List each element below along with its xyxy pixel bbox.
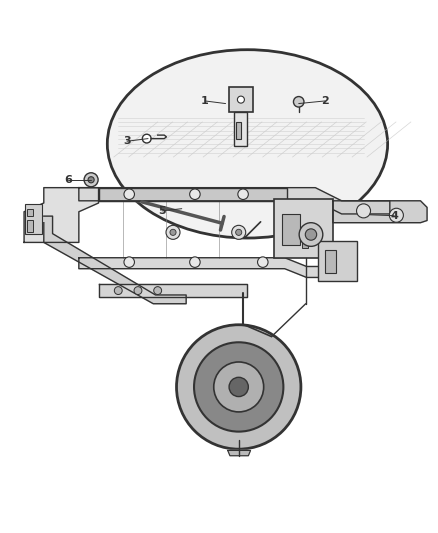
Circle shape [258, 257, 268, 268]
Bar [302, 227, 308, 237]
Bar [229, 87, 253, 112]
Circle shape [357, 204, 371, 218]
Text: 4: 4 [390, 211, 398, 221]
Polygon shape [79, 258, 333, 278]
Bar [325, 251, 336, 273]
Bar [318, 241, 357, 280]
Circle shape [114, 287, 122, 295]
Bar [236, 122, 241, 139]
Polygon shape [99, 284, 247, 297]
Circle shape [124, 189, 134, 199]
Circle shape [238, 189, 248, 199]
Bar [25, 204, 42, 233]
Circle shape [194, 342, 283, 432]
Circle shape [124, 257, 134, 268]
Text: 1: 1 [201, 96, 209, 106]
Circle shape [154, 287, 162, 295]
Circle shape [236, 229, 242, 236]
Circle shape [232, 225, 246, 239]
Circle shape [190, 257, 200, 268]
Circle shape [214, 362, 264, 412]
Text: 2: 2 [321, 96, 329, 106]
Circle shape [88, 177, 94, 183]
Polygon shape [228, 450, 251, 456]
Circle shape [84, 173, 98, 187]
Circle shape [166, 225, 180, 239]
Polygon shape [99, 188, 287, 201]
Ellipse shape [107, 50, 388, 238]
Circle shape [177, 325, 301, 449]
Circle shape [190, 189, 200, 199]
Polygon shape [44, 216, 186, 304]
Circle shape [299, 223, 323, 246]
Polygon shape [333, 201, 427, 223]
Bar [302, 238, 308, 248]
Circle shape [142, 134, 151, 143]
Bar [282, 214, 300, 246]
Text: 3: 3 [123, 136, 131, 146]
Circle shape [229, 377, 248, 397]
Polygon shape [24, 188, 99, 243]
Polygon shape [79, 188, 390, 214]
Bar [234, 112, 247, 146]
Bar [27, 220, 33, 232]
Text: 6: 6 [64, 175, 72, 185]
Circle shape [389, 208, 403, 222]
Bar [27, 209, 33, 216]
Circle shape [237, 96, 244, 103]
Circle shape [293, 96, 304, 107]
Text: 5: 5 [158, 206, 166, 216]
Circle shape [305, 229, 317, 240]
Circle shape [170, 229, 176, 236]
Circle shape [134, 287, 142, 295]
Bar [274, 199, 333, 258]
